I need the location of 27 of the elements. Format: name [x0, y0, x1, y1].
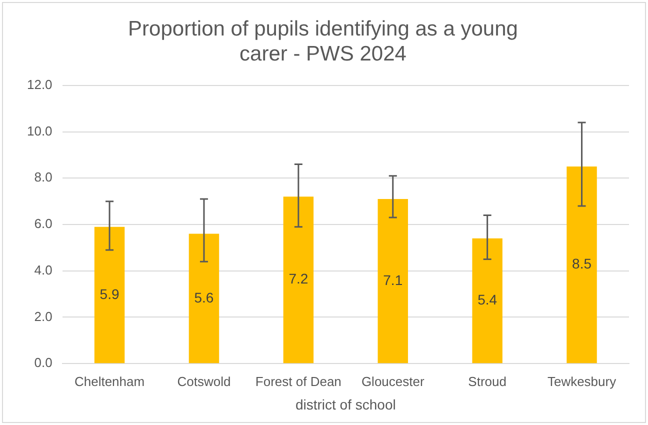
bar	[283, 196, 314, 364]
data-label: 5.6	[194, 289, 214, 306]
x-tick-label: Gloucester	[361, 374, 425, 389]
x-axis-title: district of school	[295, 396, 396, 412]
y-tick-label: 0.0	[34, 355, 52, 370]
data-label: 7.1	[383, 272, 403, 288]
y-tick-label: 2.0	[34, 308, 52, 324]
x-tick-label: Stroud	[468, 374, 506, 389]
y-tick-label: 4.0	[34, 262, 52, 278]
x-tick-label: Forest of Dean	[255, 374, 342, 389]
y-tick-label: 8.0	[34, 170, 52, 185]
bar	[94, 226, 125, 364]
data-label: 7.2	[288, 270, 308, 287]
x-tick-label: Cheltenham	[74, 374, 145, 389]
bar	[378, 199, 408, 364]
x-tick-label: Cotswold	[177, 374, 231, 389]
bar	[472, 238, 502, 364]
data-label: 8.5	[572, 256, 592, 272]
x-tick-label: Tewkesbury	[547, 374, 617, 389]
y-tick-label: 6.0	[34, 216, 52, 232]
y-tick-label: 10.0	[26, 123, 52, 138]
bar	[566, 166, 597, 364]
bar	[188, 234, 220, 364]
chart-title: Proportion of pupils identifying as a young carer - PWS 2024	[128, 17, 518, 66]
data-label: 5.4	[478, 292, 498, 308]
y-tick-label: 12.0	[26, 76, 52, 92]
data-label: 5.9	[100, 286, 120, 302]
